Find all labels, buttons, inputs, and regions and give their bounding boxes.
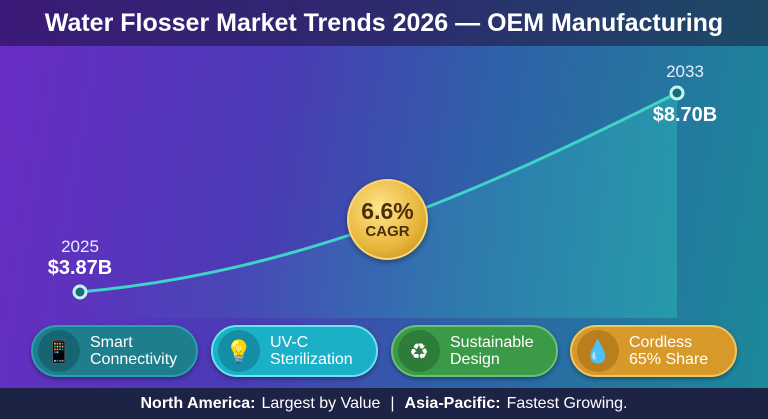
water-drop-icon: 💧 — [577, 330, 619, 372]
feature-sustainable-design: ♻ Sustainable Design — [391, 325, 558, 377]
page-title: Water Flosser Market Trends 2026 — OEM M… — [0, 0, 768, 46]
feature-line2: 65% Share — [629, 351, 709, 368]
cagr-value: 6.6% — [361, 198, 414, 224]
footer-bar: North America: Largest by Value | Asia-P… — [0, 388, 768, 419]
feature-cordless-share: 💧 Cordless 65% Share — [570, 325, 737, 377]
feature-line2: Sterilization — [270, 351, 353, 368]
x-label-2033: 2033 — [666, 62, 704, 81]
region-north-america: North America: — [140, 394, 256, 412]
north-america-text: Largest by Value — [261, 394, 381, 412]
feature-smart-connectivity: 📱 Smart Connectivity — [31, 325, 198, 377]
data-point-2025 — [72, 284, 88, 300]
feature-uvc-sterilization: 💡 UV-C Sterilization — [211, 325, 378, 377]
cagr-badge: 6.6% CAGR — [347, 179, 428, 260]
area-fill — [80, 93, 677, 318]
point-label-2033: 2033 $8.70B — [640, 62, 730, 127]
data-point-2033 — [669, 85, 685, 101]
feature-line2: Connectivity — [90, 351, 178, 368]
recycle-icon: ♻ — [398, 330, 440, 372]
separator: | — [390, 394, 395, 412]
feature-line1: UV-C — [270, 334, 309, 351]
cagr-label: CAGR — [365, 223, 410, 240]
region-asia-pacific: Asia-Pacific: — [404, 394, 501, 412]
asia-pacific-text: Fastest Growing. — [506, 394, 628, 412]
data-label-2025: $3.87B — [47, 257, 113, 279]
x-label-2025: 2025 — [61, 237, 99, 256]
data-label-2033: $8.70B — [652, 104, 718, 126]
feature-line1: Smart — [90, 334, 133, 351]
uv-bulb-icon: 💡 — [218, 330, 260, 372]
point-label-2025: 2025 $3.87B — [40, 237, 120, 280]
feature-line1: Sustainable — [450, 334, 534, 351]
feature-line2: Design — [450, 351, 500, 368]
smartphone-icon: 📱 — [38, 330, 80, 372]
feature-line1: Cordless — [629, 334, 693, 351]
